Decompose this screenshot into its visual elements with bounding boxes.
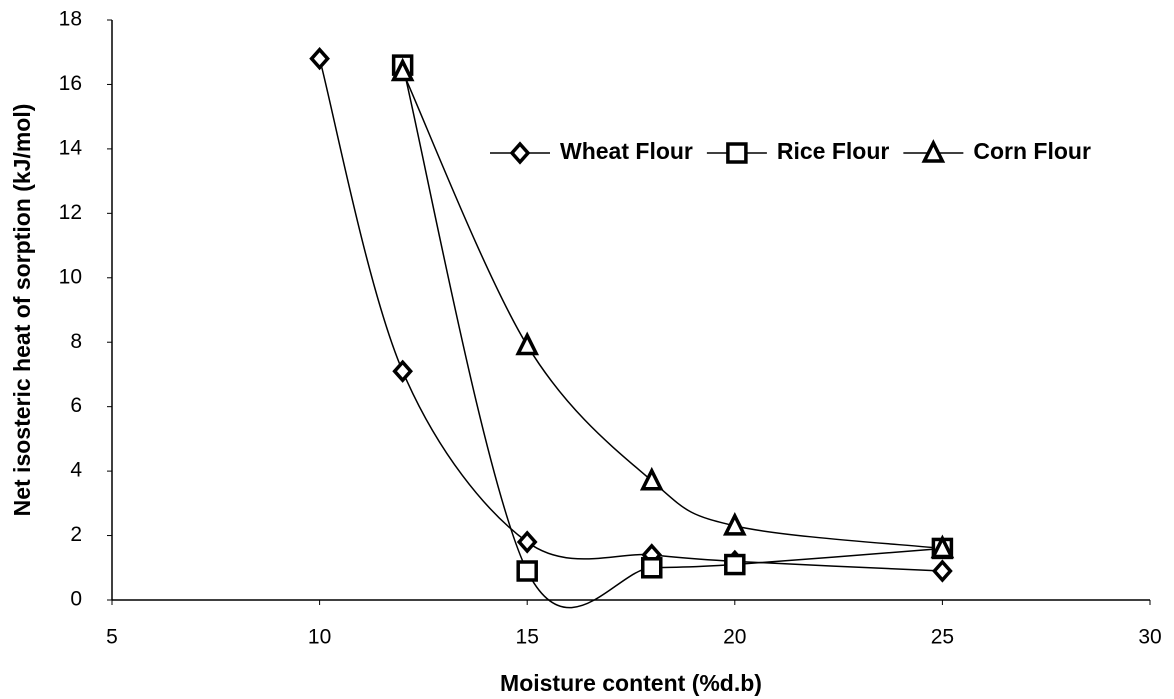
data-point	[930, 534, 955, 559]
x-tick-label: 5	[106, 626, 118, 649]
series-line	[401, 71, 943, 550]
y-tick-label: 18	[59, 8, 82, 31]
x-tick-label: 15	[516, 626, 539, 649]
legend-marker	[921, 139, 946, 163]
legend-label: Rice Flour	[777, 138, 890, 164]
data-point	[515, 331, 540, 356]
legend-marker	[509, 141, 531, 165]
x-tick-label: 25	[931, 626, 954, 649]
data-point	[722, 511, 747, 536]
legend-label: Wheat Flour	[560, 138, 693, 164]
y-tick-label: 2	[70, 523, 82, 546]
legend-label: Corn Flour	[973, 138, 1091, 164]
data-point	[639, 466, 664, 491]
y-tick-label: 6	[70, 394, 82, 417]
x-tick-label: 30	[1138, 626, 1161, 649]
data-point	[309, 47, 330, 71]
x-tick-label: 10	[308, 626, 331, 649]
data-point	[392, 359, 413, 383]
y-axis-label: Net isosteric heat of sorption (kJ/mol)	[9, 104, 35, 517]
data-point	[932, 559, 953, 583]
data-point	[516, 560, 538, 582]
y-tick-label: 0	[70, 588, 82, 611]
series-line	[318, 58, 943, 572]
data-point	[724, 553, 746, 576]
data-point	[516, 530, 538, 554]
y-tick-label: 12	[59, 201, 82, 224]
y-tick-label: 16	[59, 72, 82, 95]
y-tick-label: 14	[59, 136, 83, 159]
x-tick-label: 20	[723, 626, 746, 649]
y-tick-label: 4	[70, 459, 82, 482]
y-tick-label: 8	[70, 330, 82, 353]
x-axis-label: Moisture content (%d.b)	[500, 670, 762, 696]
y-tick-label: 10	[59, 265, 82, 288]
data-point	[390, 57, 415, 82]
data-point	[641, 557, 663, 579]
series-line	[401, 64, 943, 609]
legend-marker	[726, 142, 748, 164]
